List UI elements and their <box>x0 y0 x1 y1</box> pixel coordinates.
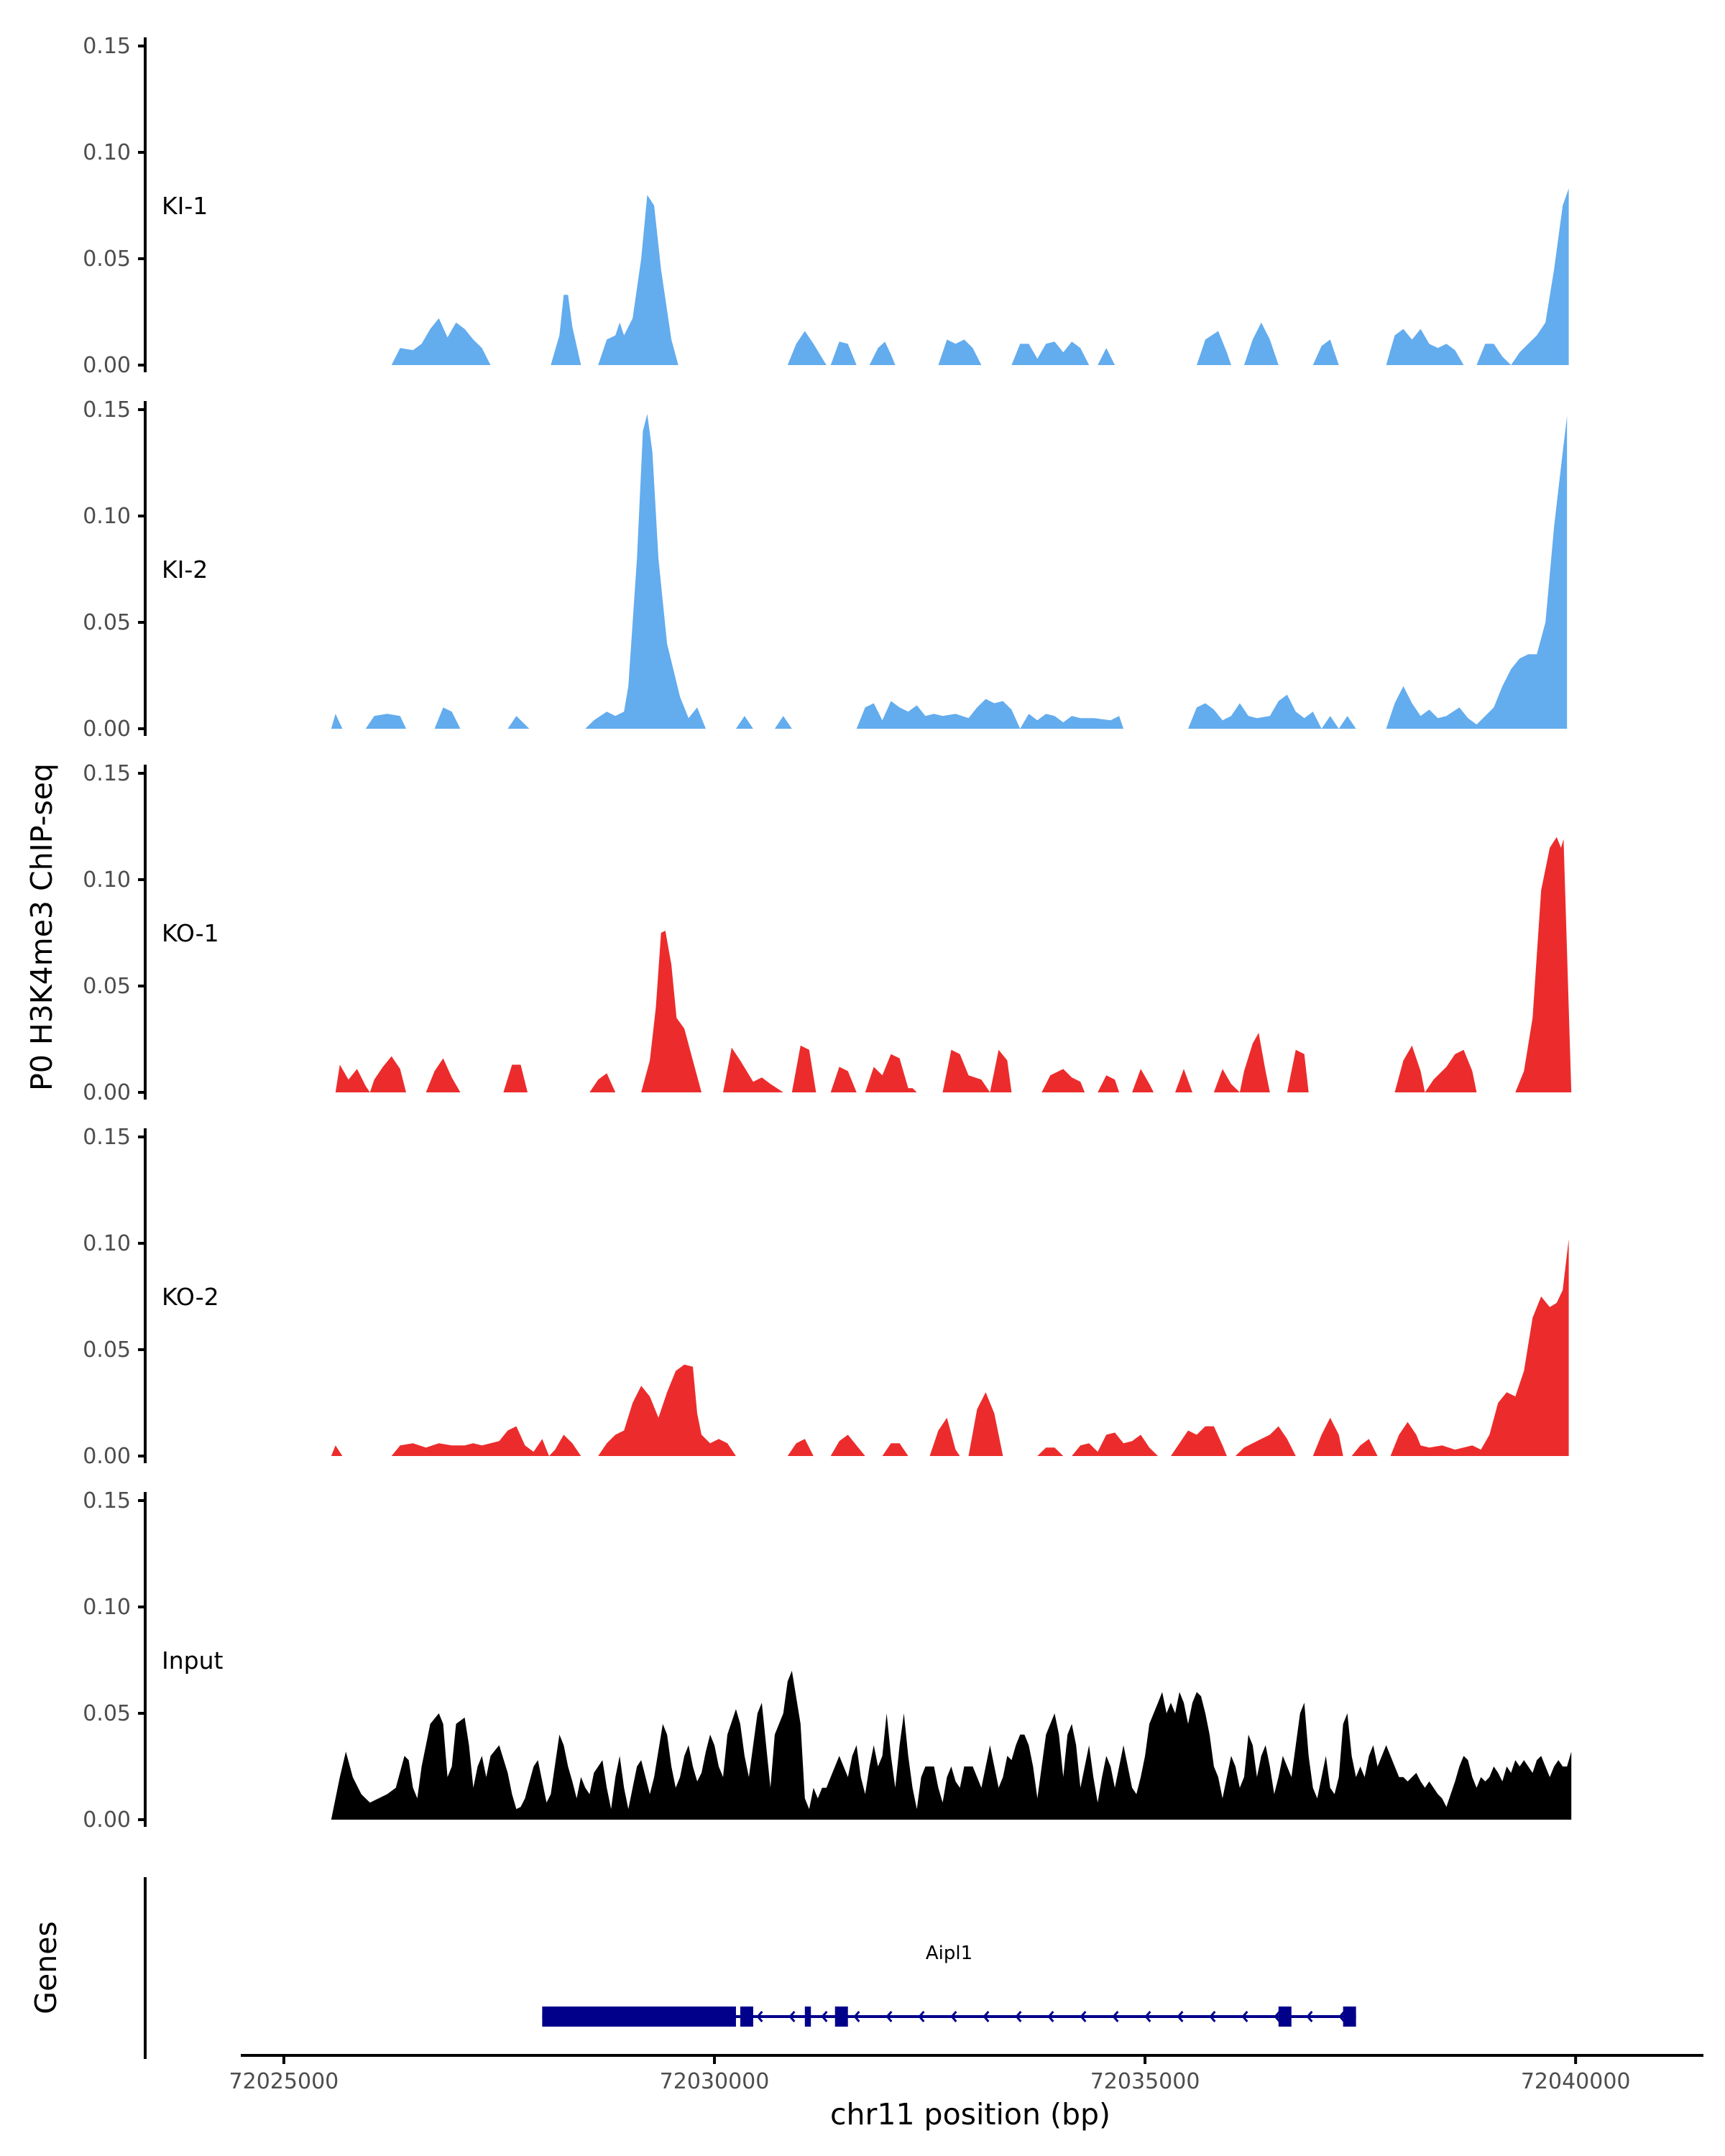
strand-arrow <box>1338 2011 1346 2022</box>
track-ki-1: 0.00 0.05 0.10 0.15 KI-1 <box>83 34 1569 378</box>
y-tick-label-input-0: 0.00 <box>83 1807 131 1833</box>
tracks-group: 0.00 0.05 0.10 0.15 KI-1 0.00 0.05 0.10 0.15 KI-2… <box>83 34 1572 1833</box>
y-tick-label-ki-1-3: 0.15 <box>83 34 131 59</box>
y-tick-label-input-1: 0.05 <box>83 1701 131 1726</box>
gene-exon-5 <box>1343 2007 1356 2027</box>
y-tick-label-input-2: 0.10 <box>83 1595 131 1620</box>
y-tick-label-ki-2-0: 0.00 <box>83 717 131 742</box>
gene-name-label: Aipl1 <box>926 1943 972 1964</box>
x-axis: 72025000 72030000 72035000 72040000 <box>229 2054 1703 2094</box>
strand-arrow <box>756 2011 763 2022</box>
y-tick-label-ko-1-0: 0.00 <box>83 1080 131 1105</box>
y-tick-label-ko-2-3: 0.15 <box>83 1125 131 1150</box>
genes-label: Genes <box>29 1921 63 2014</box>
y-tick-label-ki-1-2: 0.10 <box>83 140 131 165</box>
gene-exon-3 <box>834 2007 848 2027</box>
y-tick-label-ko-1-3: 0.15 <box>83 761 131 786</box>
strand-arrow <box>853 2011 860 2022</box>
track-ko-2: 0.00 0.05 0.10 0.15 KO-2 <box>83 1125 1569 1469</box>
gene-exon-4 <box>1278 2007 1292 2027</box>
signal-area-input <box>331 1670 1572 1820</box>
y-tick-label-ki-1-0: 0.00 <box>83 353 131 378</box>
strand-arrow <box>1144 2011 1151 2022</box>
track-label-ki-1: KI-1 <box>162 192 208 220</box>
x-axis-title: chr11 position (bp) <box>830 2097 1110 2132</box>
y-tick-label-ki-2-2: 0.10 <box>83 504 131 529</box>
signal-area-ko-1 <box>335 837 1572 1092</box>
strand-arrow <box>1112 2011 1119 2022</box>
strand-arrow <box>1047 2011 1054 2022</box>
strand-arrow <box>983 2011 990 2022</box>
strand-arrow <box>1306 2011 1313 2022</box>
y-tick-label-ko-2-0: 0.00 <box>83 1444 131 1469</box>
track-label-ko-2: KO-2 <box>162 1283 219 1311</box>
strand-arrow <box>1241 2011 1248 2022</box>
track-ki-2: 0.00 0.05 0.10 0.15 KI-2 <box>83 397 1568 742</box>
y-tick-label-input-3: 0.15 <box>83 1488 131 1514</box>
genes-panel: Genes Aipl1 <box>29 1877 1356 2059</box>
track-label-ko-1: KO-1 <box>162 919 219 947</box>
y-tick-label-ko-2-2: 0.10 <box>83 1231 131 1256</box>
strand-arrow <box>950 2011 957 2022</box>
y-tick-label-ko-1-2: 0.10 <box>83 867 131 893</box>
y-tick-label-ki-2-3: 0.15 <box>83 397 131 423</box>
y-tick-label-ki-1-1: 0.05 <box>83 247 131 272</box>
signal-area-ki-1 <box>391 188 1569 365</box>
gene-exon-1 <box>740 2007 753 2027</box>
x-tick-label-3: 72040000 <box>1521 2069 1631 2094</box>
strand-arrow <box>821 2011 828 2022</box>
strand-arrow <box>886 2011 893 2022</box>
y-tick-label-ki-2-1: 0.05 <box>83 610 131 635</box>
gene-exon-0 <box>542 2007 736 2027</box>
strand-arrow <box>1080 2011 1087 2022</box>
y-axis-title: P0 H3K4me3 ChIP-seq <box>24 763 59 1091</box>
x-tick-label-1: 72030000 <box>660 2069 770 2094</box>
track-label-input: Input <box>162 1646 224 1674</box>
y-tick-label-ko-2-1: 0.05 <box>83 1337 131 1363</box>
x-tick-label-2: 72035000 <box>1090 2069 1200 2094</box>
track-label-ki-2: KI-2 <box>162 556 208 584</box>
y-tick-label-ko-1-1: 0.05 <box>83 974 131 999</box>
strand-arrow <box>918 2011 925 2022</box>
strand-arrow <box>1177 2011 1184 2022</box>
signal-area-ko-2 <box>331 1239 1569 1456</box>
strand-arrow <box>788 2011 796 2022</box>
strand-arrow <box>1274 2011 1281 2022</box>
track-ko-1: 0.00 0.05 0.10 0.15 KO-1 <box>83 761 1572 1105</box>
strand-arrow <box>1015 2011 1022 2022</box>
track-input: 0.00 0.05 0.10 0.15 Input <box>83 1488 1572 1833</box>
gene-exon-2 <box>804 2007 811 2027</box>
signal-area-ki-2 <box>331 413 1568 729</box>
x-tick-label-0: 72025000 <box>229 2069 339 2094</box>
strand-arrow <box>1209 2011 1216 2022</box>
